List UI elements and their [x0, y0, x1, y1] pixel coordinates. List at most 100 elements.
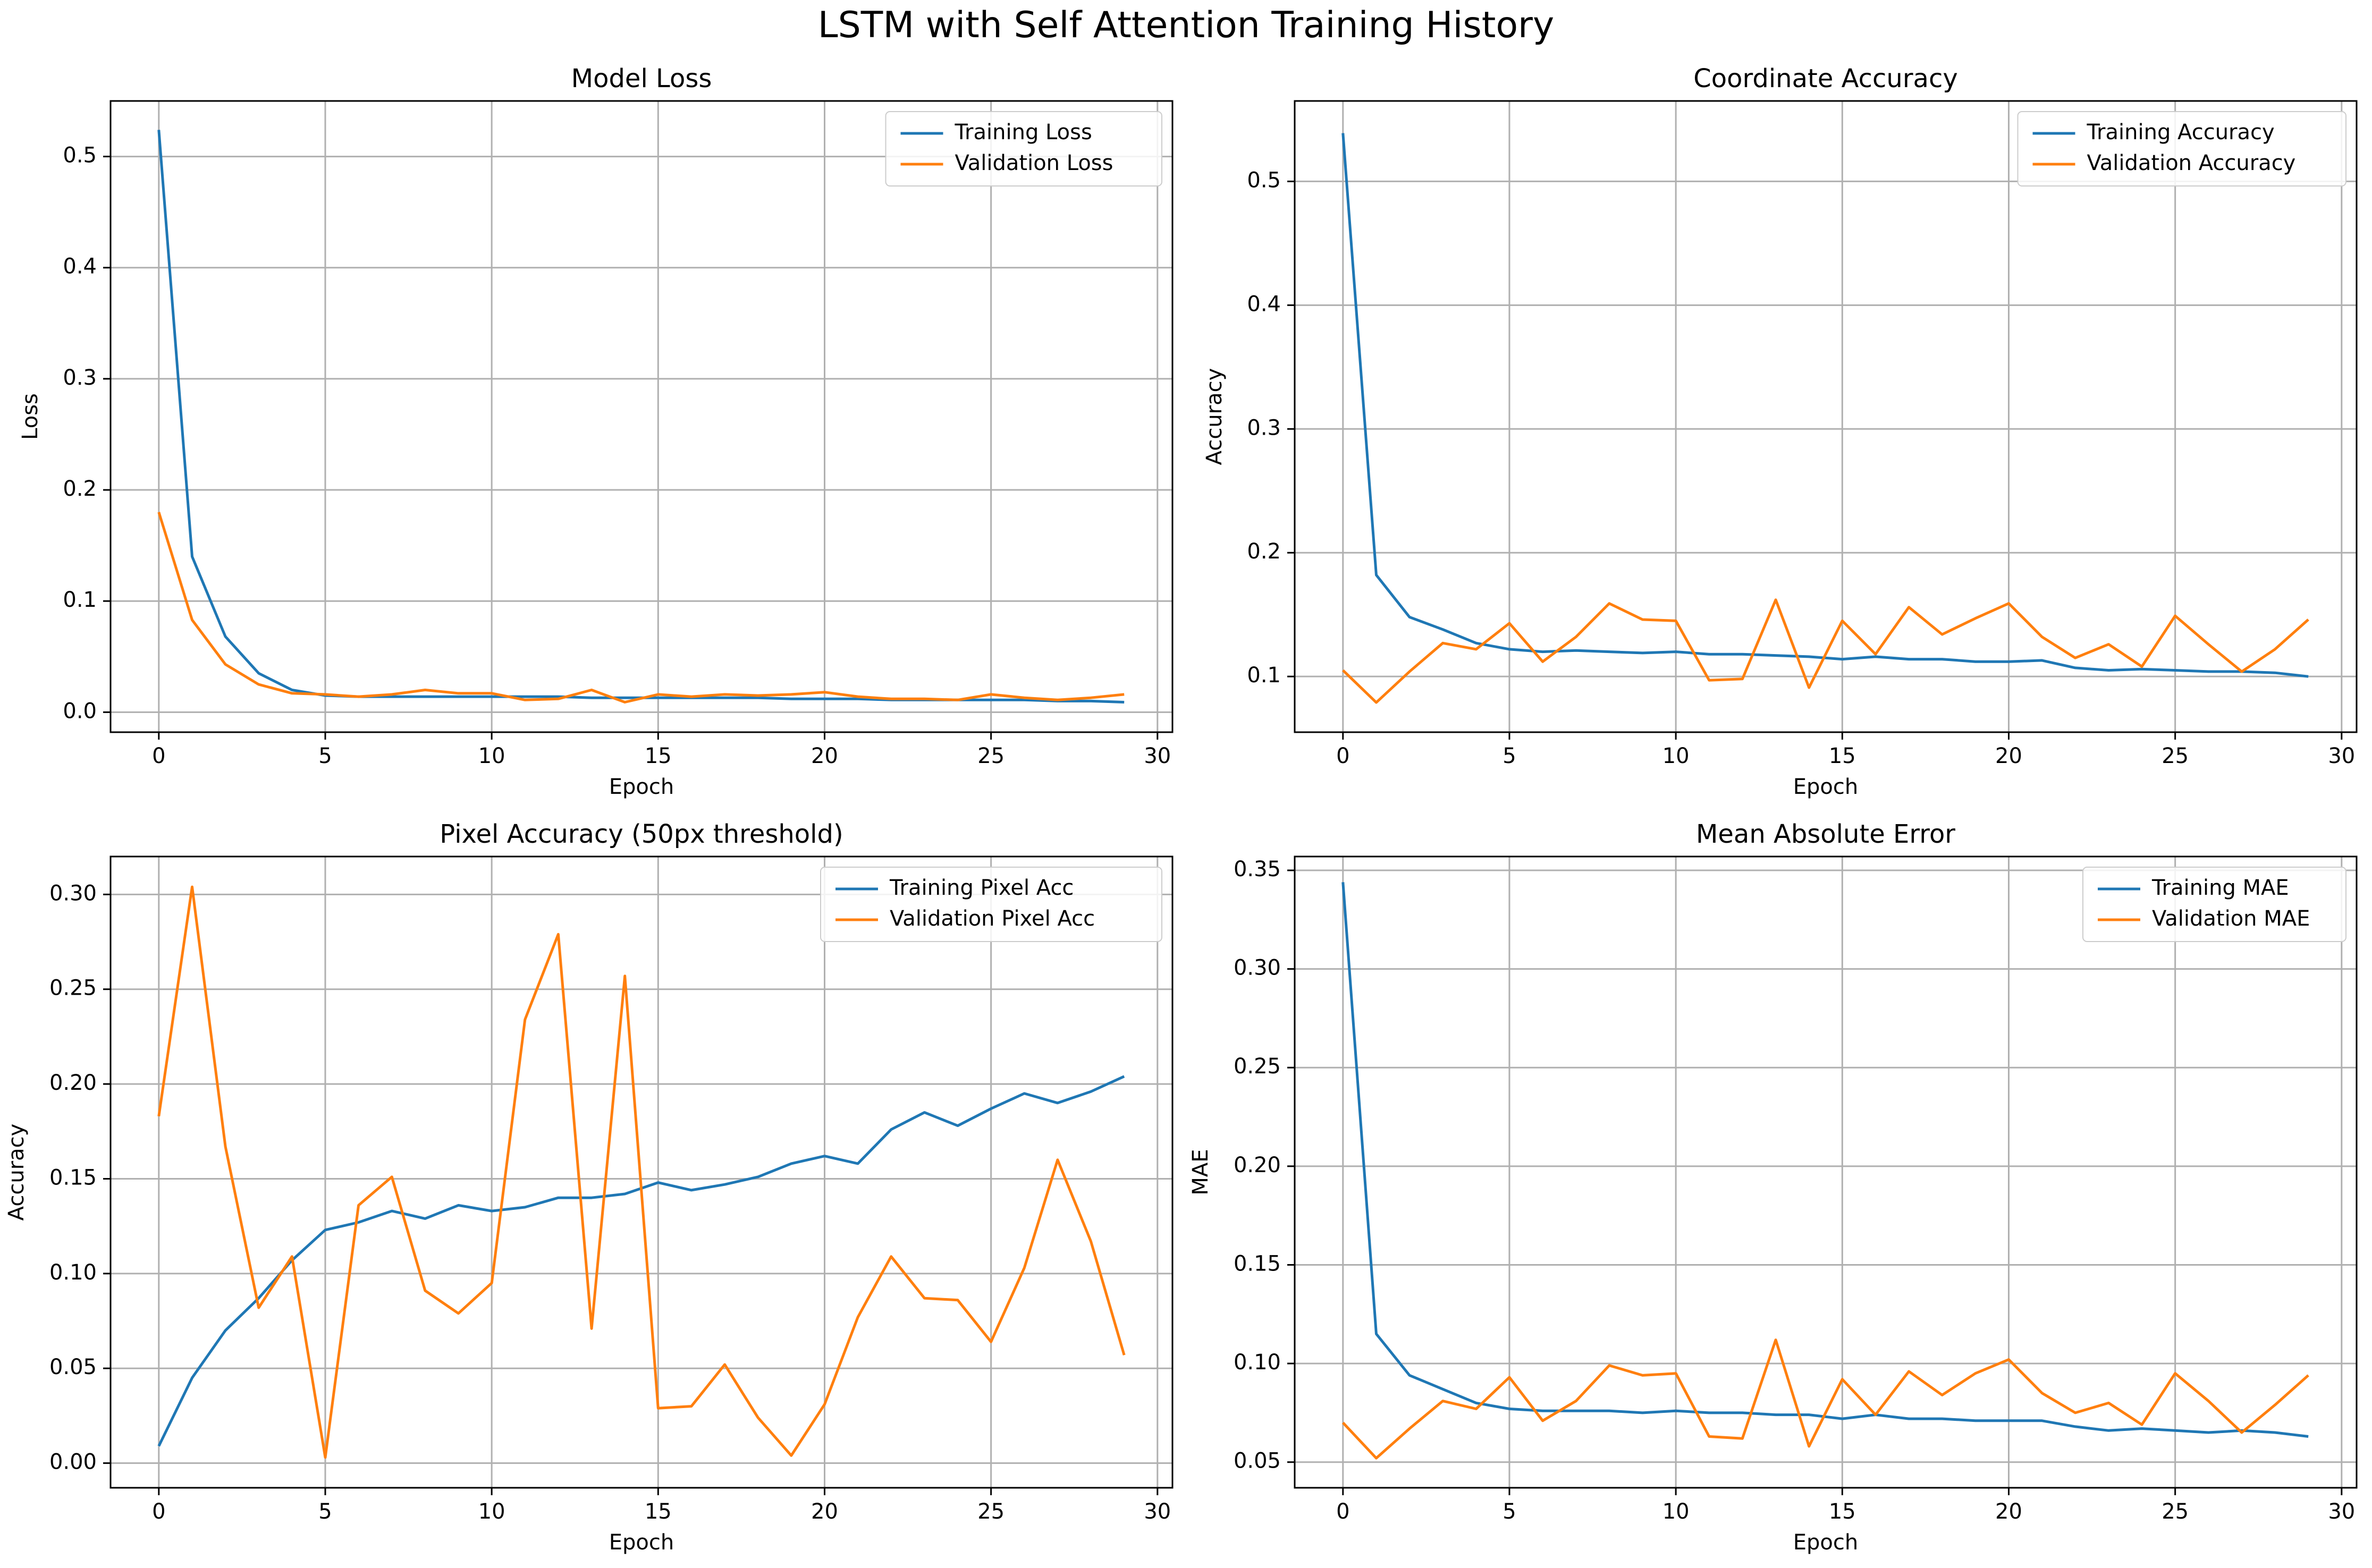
chart-title: Mean Absolute Error [1696, 819, 1955, 849]
coordinate-accuracy-chart: 0 5 10 15 20 25 30 Epoch 0.1 0.2 0.3 0.4 0.5 Accuracy… [1202, 64, 2358, 799]
y-axis: 0.0 0.1 0.2 0.3 0.4 0.5 Loss [18, 143, 111, 723]
series-line-training-mae [1341, 882, 2309, 1438]
y-tick-label: 0.4 [63, 255, 97, 279]
x-tick-label: 15 [645, 1499, 672, 1524]
x-tick-label: 30 [1144, 1499, 1171, 1524]
y-axis: 0.00 0.05 0.10 0.15 0.20 0.25 0.30 Accuracy [4, 881, 111, 1474]
series-line-validation-mae [1341, 1338, 2309, 1460]
y-tick-label: 0.15 [49, 1165, 97, 1190]
x-tick-label: 10 [1662, 744, 1690, 768]
x-tick-label: 5 [318, 744, 332, 768]
x-tick-label: 30 [1144, 744, 1171, 768]
series-line-training-pixel-acc [157, 1075, 1125, 1447]
mae-chart: 0 5 10 15 20 25 30 Epoch 0.05 0.10 0.15 0.20 0.25 0.3… [1188, 819, 2358, 1555]
y-tick-label: 0.4 [1247, 292, 1281, 316]
series-lines [1341, 882, 2309, 1460]
legend: Training MAE Validation MAE [2082, 867, 2346, 942]
y-tick-label: 0.3 [1247, 416, 1281, 440]
axes-frame [1294, 100, 2358, 733]
x-tick-label: 0 [1336, 1499, 1349, 1524]
gridlines [1295, 857, 2357, 1488]
series-lines [1341, 133, 2309, 704]
figure-title: LSTM with Self Attention Training Histor… [817, 4, 1555, 46]
x-tick-label: 15 [645, 744, 672, 768]
chart-title: Coordinate Accuracy [1693, 64, 1958, 94]
series-line-validation-loss [157, 512, 1125, 704]
y-tick-label: 0.5 [63, 143, 97, 168]
y-tick-label: 0.35 [1234, 857, 1281, 882]
y-tick-label: 0.2 [1247, 539, 1281, 564]
x-tick-label: 25 [2162, 744, 2189, 768]
x-tick-label: 25 [977, 1499, 1004, 1524]
x-tick-label: 25 [2162, 1499, 2189, 1524]
y-tick-label: 0.10 [1234, 1350, 1281, 1375]
y-tick-label: 0.25 [1234, 1054, 1281, 1079]
gridlines [111, 101, 1172, 732]
legend: Training Pixel Acc Validation Pixel Acc [820, 867, 1162, 942]
x-tick-label: 20 [811, 744, 838, 768]
y-axis-label: Loss [18, 393, 43, 440]
x-tick-label: 20 [1995, 1499, 2022, 1524]
y-tick-label: 0.2 [63, 477, 97, 501]
y-axis-label: MAE [1188, 1149, 1213, 1195]
y-tick-label: 0.05 [49, 1355, 97, 1379]
x-tick-label: 25 [977, 744, 1004, 768]
y-tick-label: 0.25 [49, 976, 97, 1001]
x-tick-label: 20 [1995, 744, 2022, 768]
gridlines [111, 857, 1172, 1488]
gridlines [1295, 101, 2357, 732]
x-axis: 0 5 10 15 20 25 30 Epoch [1336, 732, 2355, 799]
y-axis: 0.05 0.10 0.15 0.20 0.25 0.30 0.35 MAE [1188, 857, 1295, 1473]
legend-label: Validation Pixel Acc [890, 906, 1095, 931]
y-tick-label: 0.10 [49, 1260, 97, 1285]
axes-frame [1294, 855, 2358, 1489]
legend-box [2082, 867, 2346, 942]
legend-label: Validation Accuracy [2087, 151, 2296, 175]
x-axis-label: Epoch [609, 1530, 674, 1555]
pixel-accuracy-chart: 0 5 10 15 20 25 30 Epoch 0.00 0.05 0.10 0.15 0.20 0.2… [4, 819, 1174, 1555]
x-tick-label: 20 [811, 1499, 838, 1524]
x-tick-label: 10 [1662, 1499, 1690, 1524]
x-tick-label: 0 [152, 744, 165, 768]
y-tick-label: 0.05 [1234, 1449, 1281, 1473]
axes-frame [109, 855, 1174, 1489]
x-tick-label: 15 [1829, 1499, 1856, 1524]
x-axis: 0 5 10 15 20 25 30 Epoch [152, 1488, 1171, 1555]
x-axis-label: Epoch [1793, 775, 1858, 799]
x-axis: 0 5 10 15 20 25 30 Epoch [1336, 1488, 2355, 1555]
y-tick-label: 0.1 [1247, 663, 1281, 688]
y-tick-label: 0.1 [63, 588, 97, 612]
series-line-training-loss [157, 130, 1125, 704]
x-tick-label: 30 [2328, 744, 2355, 768]
loss-chart: 0 5 10 15 20 25 30 Epoch 0.0 0.1 0.2 0.3 0.4 0.5 Loss M… [18, 64, 1174, 799]
legend: Training Accuracy Validation Accuracy [2017, 111, 2346, 187]
legend-label: Training Accuracy [2087, 120, 2275, 145]
x-tick-label: 5 [1502, 1499, 1516, 1524]
legend-box [820, 867, 1162, 942]
y-tick-label: 0.3 [63, 366, 97, 390]
legend-label: Validation Loss [955, 151, 1113, 175]
x-tick-label: 5 [1502, 744, 1516, 768]
x-axis-label: Epoch [1793, 1530, 1858, 1555]
y-tick-label: 0.30 [1234, 956, 1281, 980]
x-tick-label: 0 [152, 1499, 165, 1524]
chart-title: Model Loss [571, 64, 712, 94]
y-tick-label: 0.30 [49, 881, 97, 905]
x-axis: 0 5 10 15 20 25 30 Epoch [152, 732, 1171, 799]
series-line-validation-accuracy [1342, 598, 2309, 704]
y-tick-label: 0.5 [1247, 168, 1281, 192]
axes-frame [109, 100, 1174, 733]
legend-label: Training Loss [955, 120, 1092, 145]
y-axis-label: Accuracy [1202, 368, 1227, 465]
y-axis: 0.1 0.2 0.3 0.4 0.5 Accuracy [1202, 168, 1295, 688]
x-axis-label: Epoch [609, 775, 674, 799]
legend-box [2017, 111, 2346, 187]
x-tick-label: 10 [478, 1499, 505, 1524]
series-line-validation-pixel-acc [157, 885, 1126, 1459]
x-tick-label: 0 [1336, 744, 1349, 768]
x-tick-label: 10 [478, 744, 505, 768]
x-tick-label: 15 [1829, 744, 1856, 768]
x-tick-label: 5 [318, 1499, 332, 1524]
series-lines [157, 130, 1125, 704]
y-tick-label: 0.20 [49, 1071, 97, 1095]
